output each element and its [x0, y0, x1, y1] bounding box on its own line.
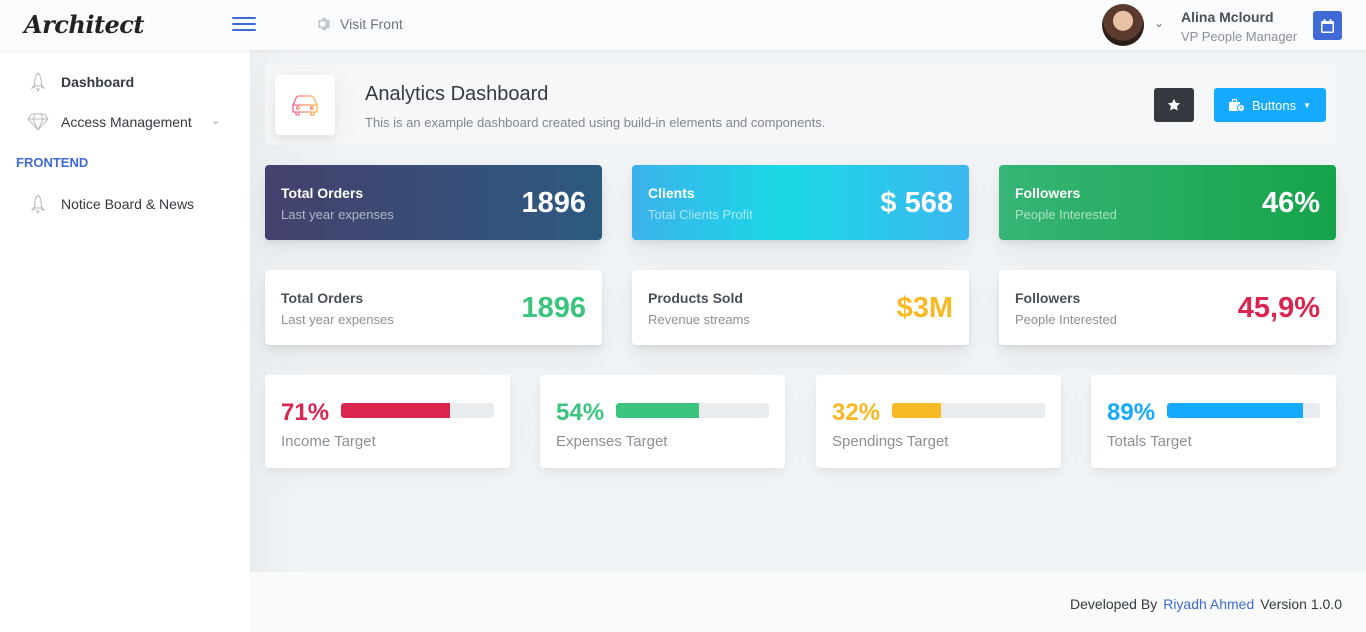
menu-toggle-icon[interactable]: [232, 17, 256, 31]
page-title-box: Analytics Dashboard This is an example d…: [265, 65, 1336, 145]
sidebar: Dashboard Access Management ⌄ FRONTEND N…: [0, 50, 250, 632]
widget-value: $3M: [896, 292, 953, 324]
progress-card: 32% Spendings Target: [816, 375, 1061, 468]
progress-fill: [616, 403, 699, 418]
widget-value: $ 568: [880, 187, 953, 219]
progress-label: Spendings Target: [832, 433, 949, 450]
progress-card: 89% Totals Target: [1091, 375, 1336, 468]
app-logo[interactable]: Architect: [24, 10, 145, 39]
widget-value: 1896: [521, 292, 586, 324]
progress-percent: 71%: [281, 399, 330, 426]
sidebar-item-label: Access Management: [61, 114, 192, 130]
page-title: Analytics Dashboard: [365, 83, 549, 105]
widget-subtitle: People Interested: [1015, 312, 1117, 327]
chevron-down-icon[interactable]: ⌄: [211, 115, 221, 127]
sidebar-item-label: Notice Board & News: [61, 196, 195, 212]
progress-fill: [341, 403, 450, 418]
footer: Developed By Riyadh Ahmed Version 1.0.0: [250, 572, 1366, 632]
footer-version: Version 1.0.0: [1260, 596, 1342, 612]
author-link[interactable]: Riyadh Ahmed: [1163, 596, 1255, 612]
widget-subtitle: Last year expenses: [281, 207, 394, 222]
avatar[interactable]: [1102, 4, 1144, 46]
user-role: VP People Manager: [1181, 29, 1298, 44]
gear-icon: [317, 17, 331, 31]
progress-fill: [892, 403, 941, 418]
buttons-dropdown-label: Buttons: [1251, 97, 1297, 113]
widget-title: Total Orders: [281, 185, 364, 201]
footer-credits: Developed By Riyadh Ahmed Version 1.0.0: [1070, 596, 1342, 612]
widget-card: Total Orders Last year expenses 1896: [265, 165, 602, 240]
progress-label: Income Target: [281, 433, 376, 450]
widget-subtitle: People Interested: [1015, 207, 1117, 222]
widget-card: Total Orders Last year expenses 1896: [265, 270, 602, 345]
calendar-icon: [1321, 18, 1334, 33]
widget-subtitle: Last year expenses: [281, 312, 394, 327]
widget-title: Clients: [648, 185, 695, 201]
caret-down-icon: ▼: [1303, 100, 1311, 110]
progress-bar: [341, 403, 494, 418]
progress-percent: 89%: [1107, 399, 1156, 426]
widget-title: Products Sold: [648, 290, 743, 306]
progress-card: 71% Income Target: [265, 375, 510, 468]
widget-value: 46%: [1261, 187, 1320, 219]
business-time-icon: [1228, 98, 1245, 112]
footer-prefix: Developed By: [1070, 596, 1158, 612]
progress-bar: [616, 403, 769, 418]
progress-label: Totals Target: [1107, 433, 1192, 450]
widget-title: Total Orders: [281, 290, 364, 306]
widget-card: Clients Total Clients Profit $ 568: [632, 165, 969, 240]
widget-subtitle: Total Clients Profit: [648, 207, 753, 222]
chevron-down-icon[interactable]: ⌄: [1154, 16, 1165, 30]
sidebar-item-notice-board[interactable]: Notice Board & News: [25, 192, 194, 216]
visit-front-link[interactable]: Visit Front: [316, 16, 403, 32]
visit-front-label: Visit Front: [340, 16, 403, 32]
favorite-button[interactable]: [1154, 88, 1194, 122]
progress-label: Expenses Target: [556, 433, 668, 450]
sidebar-section-heading: FRONTEND: [16, 155, 89, 170]
widget-card: Followers People Interested 46%: [999, 165, 1336, 240]
progress-card: 54% Expenses Target: [540, 375, 785, 468]
rocket-icon: [25, 72, 51, 92]
page-subtitle: This is an example dashboard created usi…: [365, 115, 826, 130]
diamond-icon: [25, 113, 51, 131]
widget-card: Products Sold Revenue streams $3M: [632, 270, 969, 345]
sidebar-item-access-management[interactable]: Access Management: [25, 110, 192, 134]
widget-subtitle: Revenue streams: [648, 312, 750, 327]
user-name: Alina Mclourd: [1181, 9, 1274, 25]
sidebar-item-dashboard[interactable]: Dashboard: [25, 70, 134, 94]
progress-percent: 32%: [832, 399, 881, 426]
car-icon: [275, 75, 335, 135]
calendar-button[interactable]: [1313, 11, 1342, 40]
progress-bar: [1167, 403, 1320, 418]
sidebar-item-label: Dashboard: [61, 74, 135, 90]
buttons-dropdown[interactable]: Buttons ▼: [1214, 88, 1326, 122]
progress-fill: [1167, 403, 1304, 418]
widget-title: Followers: [1015, 185, 1081, 201]
rocket-icon: [25, 194, 51, 214]
app-header: Architect Visit Front ⌄ Alina Mclourd VP…: [0, 0, 1366, 50]
widget-value: 1896: [521, 187, 586, 219]
progress-bar: [892, 403, 1045, 418]
widget-card: Followers People Interested 45,9%: [999, 270, 1336, 345]
star-icon: [1167, 98, 1181, 111]
widget-value: 45,9%: [1237, 292, 1320, 324]
progress-percent: 54%: [556, 399, 605, 426]
widget-title: Followers: [1015, 290, 1081, 306]
